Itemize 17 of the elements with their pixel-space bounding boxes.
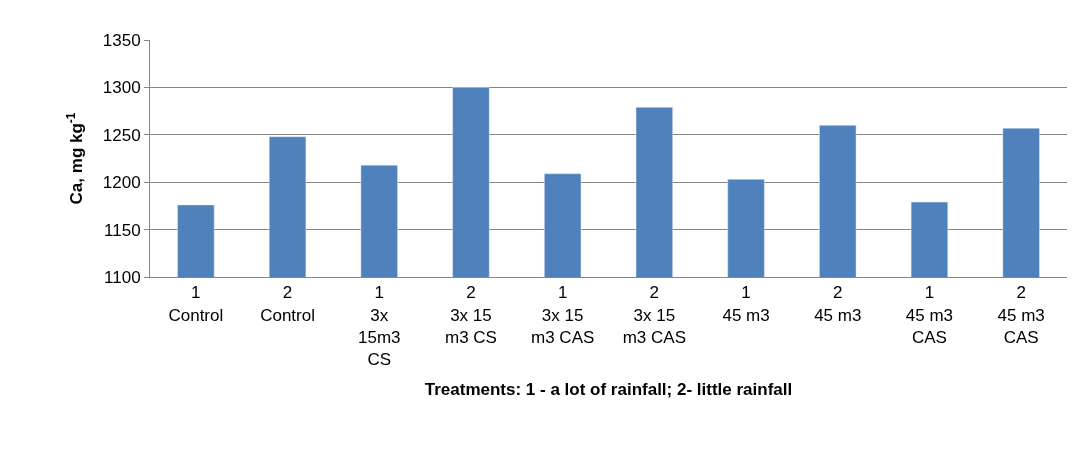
x-tick-label: 1 3x 15 m3 CAS — [531, 283, 595, 347]
y-tick-label: 1150 — [104, 220, 141, 240]
y-tick-label: 1300 — [102, 78, 141, 98]
x-tick-label: 1 Control — [168, 283, 224, 325]
x-tick-label: 1 3x 15m3 CS — [357, 283, 401, 369]
x-axis-title: Treatments: 1 - a lot of rainfall; 2- little rainfall — [424, 380, 793, 400]
x-tick-label: 2 3x 15 m3 CAS — [622, 283, 686, 347]
x-tick-label: 1 45 m3 — [722, 283, 770, 325]
x-tick-label: 2 3x 15 m3 CS — [444, 283, 497, 347]
y-tick-label: 1100 — [104, 267, 141, 287]
x-tick-label: 1 45 m3 CAS — [905, 283, 954, 347]
x-tick-label: 2 45 m3 — [814, 283, 862, 325]
x-tick-label: 2 Control — [260, 283, 315, 325]
y-tick-label: 1250 — [102, 125, 141, 145]
y-tick-label: 1200 — [102, 173, 141, 193]
x-tick-label: 2 45 m3 CAS — [997, 283, 1045, 347]
y-tick-label: 1350 — [102, 30, 141, 50]
